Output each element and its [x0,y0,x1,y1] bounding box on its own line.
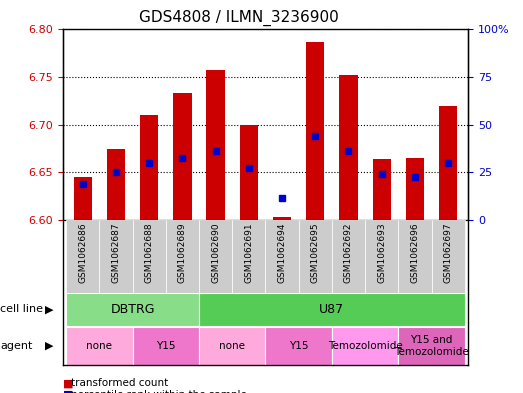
Text: percentile rank within the sample: percentile rank within the sample [71,390,246,393]
FancyBboxPatch shape [132,220,166,293]
Text: GSM1062688: GSM1062688 [145,222,154,283]
FancyBboxPatch shape [399,220,431,293]
Text: ■: ■ [63,378,73,388]
Bar [306,42,324,220]
Bar [207,70,225,220]
Text: U87: U87 [320,303,345,316]
Text: GSM1062697: GSM1062697 [444,222,452,283]
Bar [107,149,125,220]
Text: GSM1062692: GSM1062692 [344,222,353,283]
FancyBboxPatch shape [166,220,199,293]
Bar [339,75,358,220]
FancyBboxPatch shape [299,220,332,293]
Text: Y15: Y15 [156,341,176,351]
Bar [173,93,191,220]
FancyBboxPatch shape [266,327,332,365]
Text: ▶: ▶ [46,341,54,351]
Text: GSM1062689: GSM1062689 [178,222,187,283]
FancyBboxPatch shape [232,220,266,293]
FancyBboxPatch shape [199,327,266,365]
Text: Y15 and
Temozolomide: Y15 and Temozolomide [394,335,469,356]
Bar [372,159,391,220]
Bar [273,217,291,220]
FancyBboxPatch shape [431,220,465,293]
Bar [240,125,258,220]
Text: none: none [219,341,245,351]
Text: GDS4808 / ILMN_3236900: GDS4808 / ILMN_3236900 [140,9,339,26]
FancyBboxPatch shape [132,327,199,365]
FancyBboxPatch shape [199,220,232,293]
FancyBboxPatch shape [199,294,465,325]
FancyBboxPatch shape [99,220,132,293]
Bar [74,177,92,220]
Text: GSM1062693: GSM1062693 [377,222,386,283]
Text: ▶: ▶ [46,305,54,314]
Text: ■: ■ [63,390,73,393]
FancyBboxPatch shape [332,220,365,293]
Text: none: none [86,341,112,351]
FancyBboxPatch shape [66,294,199,325]
Text: GSM1062686: GSM1062686 [78,222,87,283]
Text: agent: agent [0,341,32,351]
FancyBboxPatch shape [365,220,399,293]
Text: GSM1062687: GSM1062687 [111,222,120,283]
FancyBboxPatch shape [66,327,132,365]
Text: GSM1062691: GSM1062691 [244,222,253,283]
Text: transformed count: transformed count [71,378,168,388]
Bar [140,115,158,220]
Text: Temozolomide: Temozolomide [328,341,403,351]
FancyBboxPatch shape [266,220,299,293]
FancyBboxPatch shape [332,327,399,365]
Text: cell line: cell line [0,305,43,314]
FancyBboxPatch shape [399,327,465,365]
Text: GSM1062694: GSM1062694 [278,222,287,283]
Bar [406,158,424,220]
FancyBboxPatch shape [66,220,99,293]
Text: GSM1062695: GSM1062695 [311,222,320,283]
Text: GSM1062696: GSM1062696 [411,222,419,283]
Text: GSM1062690: GSM1062690 [211,222,220,283]
Text: DBTRG: DBTRG [110,303,155,316]
Bar [439,106,457,220]
Text: Y15: Y15 [289,341,309,351]
